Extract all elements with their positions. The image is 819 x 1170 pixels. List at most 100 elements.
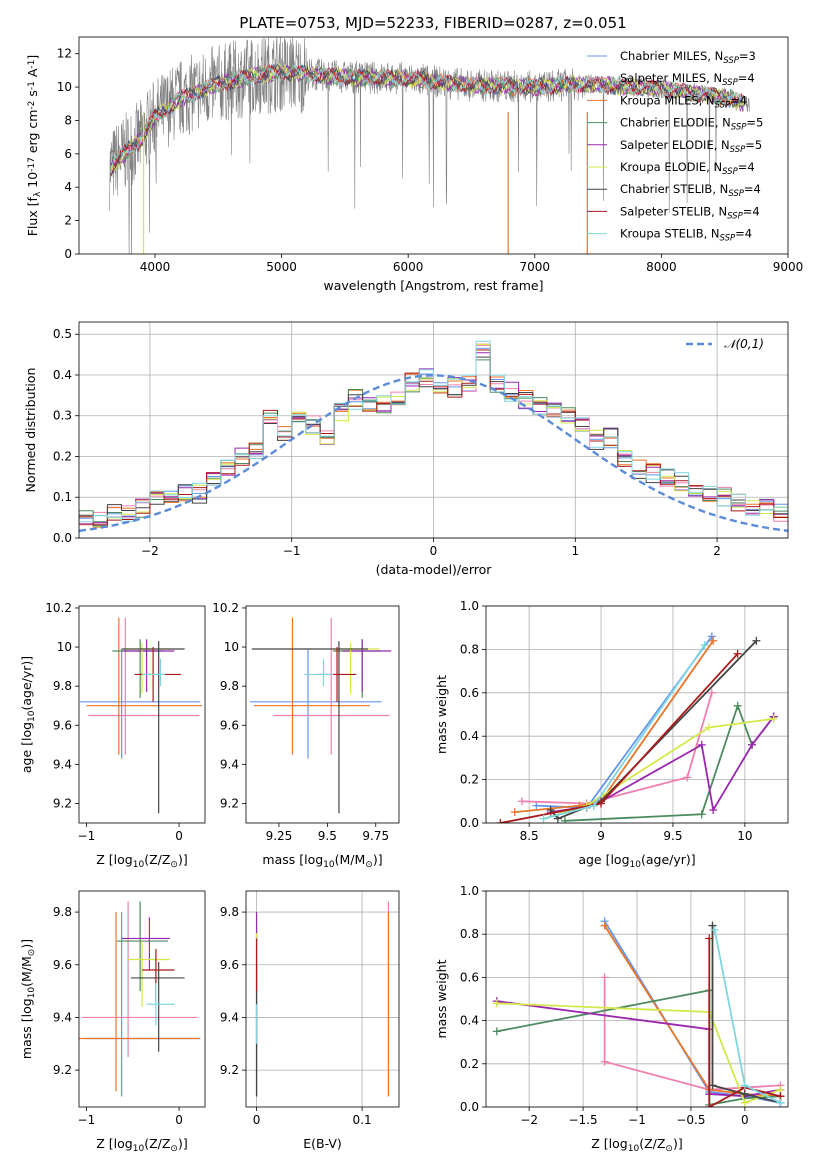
weight-marker [597,799,606,808]
histogram-series-5 [79,352,788,526]
x-tick-label: 9.25 [266,829,293,843]
plot-area [492,917,785,1107]
y-tick-label: 9.6 [220,718,239,732]
x-tick-label: −1.5 [569,1113,598,1127]
histogram-series-8 [79,349,788,526]
y-tick-label: 0.6 [460,686,479,700]
errorbar-point-3 [79,912,200,1092]
axes-age_vs_Z: −1 0 9.2 9.4 9.6 9.8 10 10.2 Z [log10(Z/Z⊙)] age … [19,601,206,870]
weight-marker [589,801,598,810]
x-tick-label: 9000 [773,260,804,274]
y-tick-label: 2 [64,214,72,228]
y-tick-label: 0.4 [53,368,72,382]
errorbar-point-1 [79,649,201,759]
x-tick-label: −1 [78,1113,96,1127]
x-tick-label: 2 [713,544,721,558]
weight-series-5 [550,716,775,813]
x-tick-label: 9 [597,829,605,843]
y-tick-label: 0.1 [53,490,72,504]
y-tick-label: 8 [64,113,72,127]
weight-marker [709,636,718,645]
y-tick-label: 9.4 [220,1010,239,1024]
errorbar-point-2 [273,617,390,755]
x-tick-label: 1 [571,544,579,558]
panels-group: 4000 5000 6000 7000 8000 9000024681012wavelen… [19,36,804,1154]
weight-series-9 [713,929,781,1104]
y-tick-label: 9.2 [53,1063,72,1077]
weight-marker [708,921,717,930]
x-tick-label: 9.5 [318,829,337,843]
weight-series-2 [521,692,713,805]
axes-frame [78,890,206,1108]
weight-marker [492,1027,501,1036]
y-tick-label: 12 [57,47,72,61]
errorbar-point-2 [88,617,200,755]
weight-series-9 [543,644,706,820]
y-axis-label: mass weight [434,675,449,754]
x-tick-label: −2 [141,544,159,558]
x-tick-label: 0.1 [353,1113,372,1127]
y-tick-label: 10.2 [212,601,239,615]
weight-marker [517,797,526,806]
weight-marker [769,714,778,723]
weight-marker [600,973,609,982]
errorbar-point-9 [146,983,175,1026]
weight-series-8 [708,938,781,1107]
weight-marker [776,1098,785,1107]
axes-spectrum: 4000 5000 6000 7000 8000 9000 0 2 4 6 8 10 12 wavelen… [25,36,804,293]
weight-marker [709,805,718,814]
legend-label: Salpeter STELIB, NSSP=4 [620,204,760,221]
legend-label: Kroupa STELIB, NSSP=4 [620,227,752,244]
y-axis-label: mass weight [434,959,449,1038]
x-axis-label: E(B-V) [303,1136,342,1151]
legend-label: 𝒩(0,1) [724,337,764,351]
y-tick-label: 9.2 [53,796,72,810]
weight-marker [740,1098,749,1107]
legend-label: Salpeter MILES, NSSP=4 [620,71,755,88]
y-tick-label: 0.0 [460,816,479,830]
x-axis-label: wavelength [Angstrom, rest frame] [323,278,543,293]
y-tick-label: 9.6 [220,958,239,972]
y-tick-label: 0.8 [460,927,479,941]
x-tick-label: 5000 [266,260,297,274]
legend-label: Chabrier ELODIE, NSSP=5 [620,116,763,133]
axes-massweight_vs_Z: −2 −1.5 −1 −0.5 0 0.0 0.2 0.4 0.6 0.8 1.0 Z [log10(… [434,884,789,1154]
y-tick-label: 6 [64,147,72,161]
x-tick-label: 0 [741,1113,749,1127]
y-axis-label: age [log10(age/yr)] [19,656,37,773]
plot-area [255,901,390,1097]
weight-marker [740,1081,749,1090]
plot-area [79,340,788,535]
x-tick-label: 0 [175,829,183,843]
x-tick-label: 0 [175,1113,183,1127]
y-tick-label: 10 [57,80,72,94]
errorbar-point-5 [123,639,175,693]
weight-marker [697,740,706,749]
y-tick-label: 9.8 [53,905,72,919]
histogram-series-6 [79,344,788,528]
weight-series-3 [603,925,781,1098]
weight-marker [752,636,761,645]
y-tick-label: 0.6 [460,970,479,984]
weight-marker [748,740,757,749]
weight-marker [492,999,501,1008]
y-axis-label: Normed distribution [23,368,38,493]
weight-marker [600,1057,609,1066]
axes-frame [245,890,400,1108]
plot-area [79,617,203,814]
normal-curve [79,374,788,533]
axes-frame [485,605,789,824]
x-tick-label: 7000 [520,260,551,274]
weight-series-6 [543,717,774,820]
weight-marker [553,814,562,823]
x-tick-label: 9.5 [663,829,682,843]
weight-marker [733,649,742,658]
y-tick-label: 9.6 [53,718,72,732]
weight-marker [532,801,541,810]
x-tick-label: 10 [737,829,752,843]
errorbar-point-9 [142,658,166,687]
y-tick-label: 9.8 [220,905,239,919]
errorbar-point-2 [81,901,198,1057]
weight-marker [710,925,719,934]
